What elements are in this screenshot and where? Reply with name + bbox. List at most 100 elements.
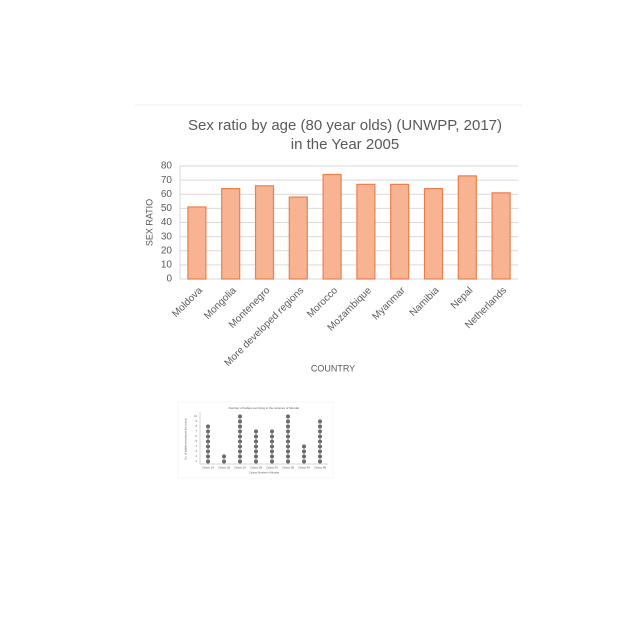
dot bbox=[205, 439, 211, 444]
y-axis-label: No. of babies surviving in the colony bbox=[184, 418, 188, 460]
x-tick-label: Nepal bbox=[449, 285, 475, 311]
dot bbox=[269, 459, 275, 464]
dot bbox=[237, 444, 243, 449]
bar bbox=[254, 185, 275, 280]
dot bbox=[285, 429, 291, 434]
dot bbox=[253, 429, 259, 434]
dot bbox=[317, 419, 323, 424]
dot-column bbox=[301, 444, 307, 464]
y-tick-label: 10 bbox=[161, 260, 173, 271]
chart-title: Number of babies surviving in the coloni… bbox=[229, 406, 300, 410]
dot bbox=[317, 424, 323, 429]
dot-column bbox=[221, 454, 227, 464]
dot-column bbox=[285, 414, 291, 464]
chart-title: Sex ratio by age (80 year olds) (UNWPP, … bbox=[188, 117, 502, 134]
dot bbox=[237, 454, 243, 459]
dot bbox=[269, 454, 275, 459]
dot bbox=[253, 439, 259, 444]
y-tick-label: 80 bbox=[161, 161, 173, 172]
dot bbox=[269, 439, 275, 444]
y-axis-label: SEX RATIO bbox=[144, 199, 154, 246]
dot bbox=[285, 414, 291, 419]
dot bbox=[301, 444, 307, 449]
y-tick-label: 40 bbox=[161, 217, 173, 228]
y-tick-label: 7 bbox=[196, 429, 198, 433]
dot bbox=[237, 429, 243, 434]
dot bbox=[285, 419, 291, 424]
bar bbox=[457, 175, 477, 280]
y-tick-label: 8 bbox=[196, 424, 198, 428]
x-tick-label: Colony 1A bbox=[202, 466, 214, 470]
y-tick-label: 0 bbox=[166, 274, 172, 285]
y-tick-label: 4 bbox=[196, 444, 198, 448]
dot bbox=[317, 439, 323, 444]
dot bbox=[317, 444, 323, 449]
dot bbox=[205, 454, 211, 459]
x-axis-label: Colony Number in Mondar bbox=[249, 471, 279, 475]
dot bbox=[237, 419, 243, 424]
dot bbox=[237, 439, 243, 444]
dot bbox=[301, 459, 307, 464]
bar bbox=[322, 173, 342, 280]
y-tick-label: 6 bbox=[196, 434, 198, 438]
dot bbox=[253, 444, 259, 449]
bar bbox=[187, 206, 207, 280]
dot bbox=[269, 444, 275, 449]
dot bbox=[205, 459, 211, 464]
x-tick-label: Moldova bbox=[170, 285, 205, 320]
bar bbox=[288, 196, 308, 280]
dot bbox=[285, 424, 291, 429]
y-tick-label: 60 bbox=[161, 189, 173, 200]
dot bbox=[317, 459, 323, 464]
x-tick-label: Colony 4A bbox=[298, 466, 310, 470]
chart-title: in the Year 2005 bbox=[291, 136, 399, 153]
bar bbox=[423, 188, 444, 280]
dot bbox=[285, 454, 291, 459]
x-tick-label: Colony 1B bbox=[218, 466, 230, 470]
dot bbox=[253, 434, 259, 439]
dot-column bbox=[317, 419, 323, 464]
dot bbox=[301, 449, 307, 454]
y-tick-label: 30 bbox=[161, 231, 173, 242]
x-tick-label: Myanmar bbox=[370, 285, 408, 323]
dot-column bbox=[237, 414, 243, 464]
dot bbox=[285, 459, 291, 464]
dot bbox=[285, 439, 291, 444]
y-tick-label: 1 bbox=[196, 459, 198, 463]
dot bbox=[253, 454, 259, 459]
dot bbox=[237, 434, 243, 439]
dot-column bbox=[205, 424, 211, 464]
bar bbox=[390, 183, 410, 280]
dot bbox=[285, 434, 291, 439]
y-tick-label: 2 bbox=[196, 454, 198, 458]
dot bbox=[269, 429, 275, 434]
y-tick-label: 10 bbox=[194, 414, 197, 418]
dot bbox=[269, 434, 275, 439]
x-tick-label: Colony 2A bbox=[234, 466, 246, 470]
dot bbox=[205, 424, 211, 429]
dot bbox=[253, 459, 259, 464]
x-tick-label: Namibia bbox=[408, 285, 442, 319]
dot bbox=[269, 449, 275, 454]
dot bbox=[317, 434, 323, 439]
dot bbox=[285, 449, 291, 454]
dot bbox=[285, 444, 291, 449]
dot bbox=[237, 424, 243, 429]
dot bbox=[237, 459, 243, 464]
dot bbox=[237, 414, 243, 419]
dot bbox=[205, 449, 211, 454]
bar bbox=[221, 188, 241, 280]
x-tick-label: Colony 3B bbox=[282, 466, 294, 470]
dot bbox=[317, 429, 323, 434]
dot bbox=[205, 429, 211, 434]
y-tick-label: 5 bbox=[196, 439, 198, 443]
x-tick-label: Colony 2B bbox=[250, 466, 262, 470]
dot bbox=[205, 444, 211, 449]
x-tick-label: Colony 4B bbox=[314, 466, 326, 470]
dot-column bbox=[269, 429, 275, 464]
y-tick-label: 20 bbox=[161, 245, 173, 256]
dot-column bbox=[253, 429, 259, 464]
dot bbox=[221, 459, 227, 464]
bar bbox=[491, 192, 511, 280]
